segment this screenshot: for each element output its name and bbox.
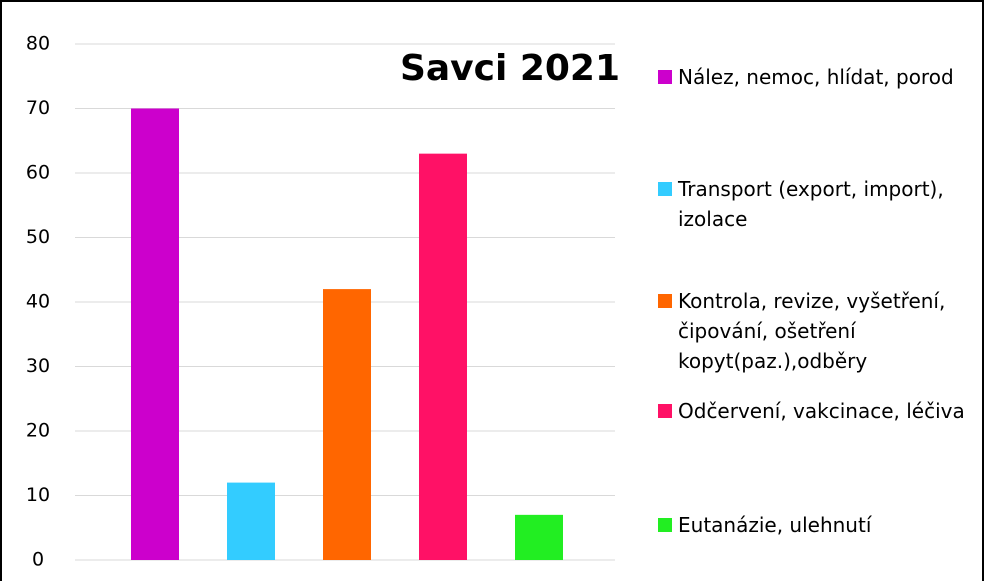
chart-title: Savci 2021 [400, 48, 620, 89]
y-tick-label: 20 [26, 420, 50, 442]
bar [227, 482, 275, 560]
legend-label: Kontrola, revize, vyšetření, čipování, o… [678, 289, 946, 373]
legend-swatch [658, 404, 672, 418]
legend-label: Nález, nemoc, hlídat, porod [678, 65, 954, 89]
y-tick-label: 0 [32, 549, 44, 571]
bar [131, 108, 179, 560]
legend-entry: Kontrola, revize, vyšetření, čipování, o… [658, 286, 978, 376]
legend-swatch [658, 182, 672, 196]
y-tick-label: 70 [26, 97, 50, 119]
legend-label: Odčervení, vakcinace, léčiva [678, 399, 965, 423]
legend-entry: Odčervení, vakcinace, léčiva [658, 396, 978, 426]
legend-entry: Eutanázie, ulehnutí [658, 510, 978, 540]
legend-label: Transport (export, import), izolace [678, 177, 944, 231]
bar [419, 153, 467, 560]
legend-entry: Nález, nemoc, hlídat, porod [658, 62, 978, 92]
legend-label: Eutanázie, ulehnutí [678, 513, 872, 537]
legend-swatch [658, 294, 672, 308]
legend-swatch [658, 518, 672, 532]
y-tick-label: 50 [26, 226, 50, 248]
bar [515, 514, 563, 560]
bar [323, 289, 371, 560]
legend-entry: Transport (export, import), izolace [658, 174, 978, 234]
y-tick-label: 80 [26, 33, 50, 55]
y-tick-label: 40 [26, 291, 50, 313]
y-tick-label: 30 [26, 355, 50, 377]
y-tick-label: 60 [26, 162, 50, 184]
y-tick-label: 10 [26, 484, 50, 506]
legend-swatch [658, 70, 672, 84]
